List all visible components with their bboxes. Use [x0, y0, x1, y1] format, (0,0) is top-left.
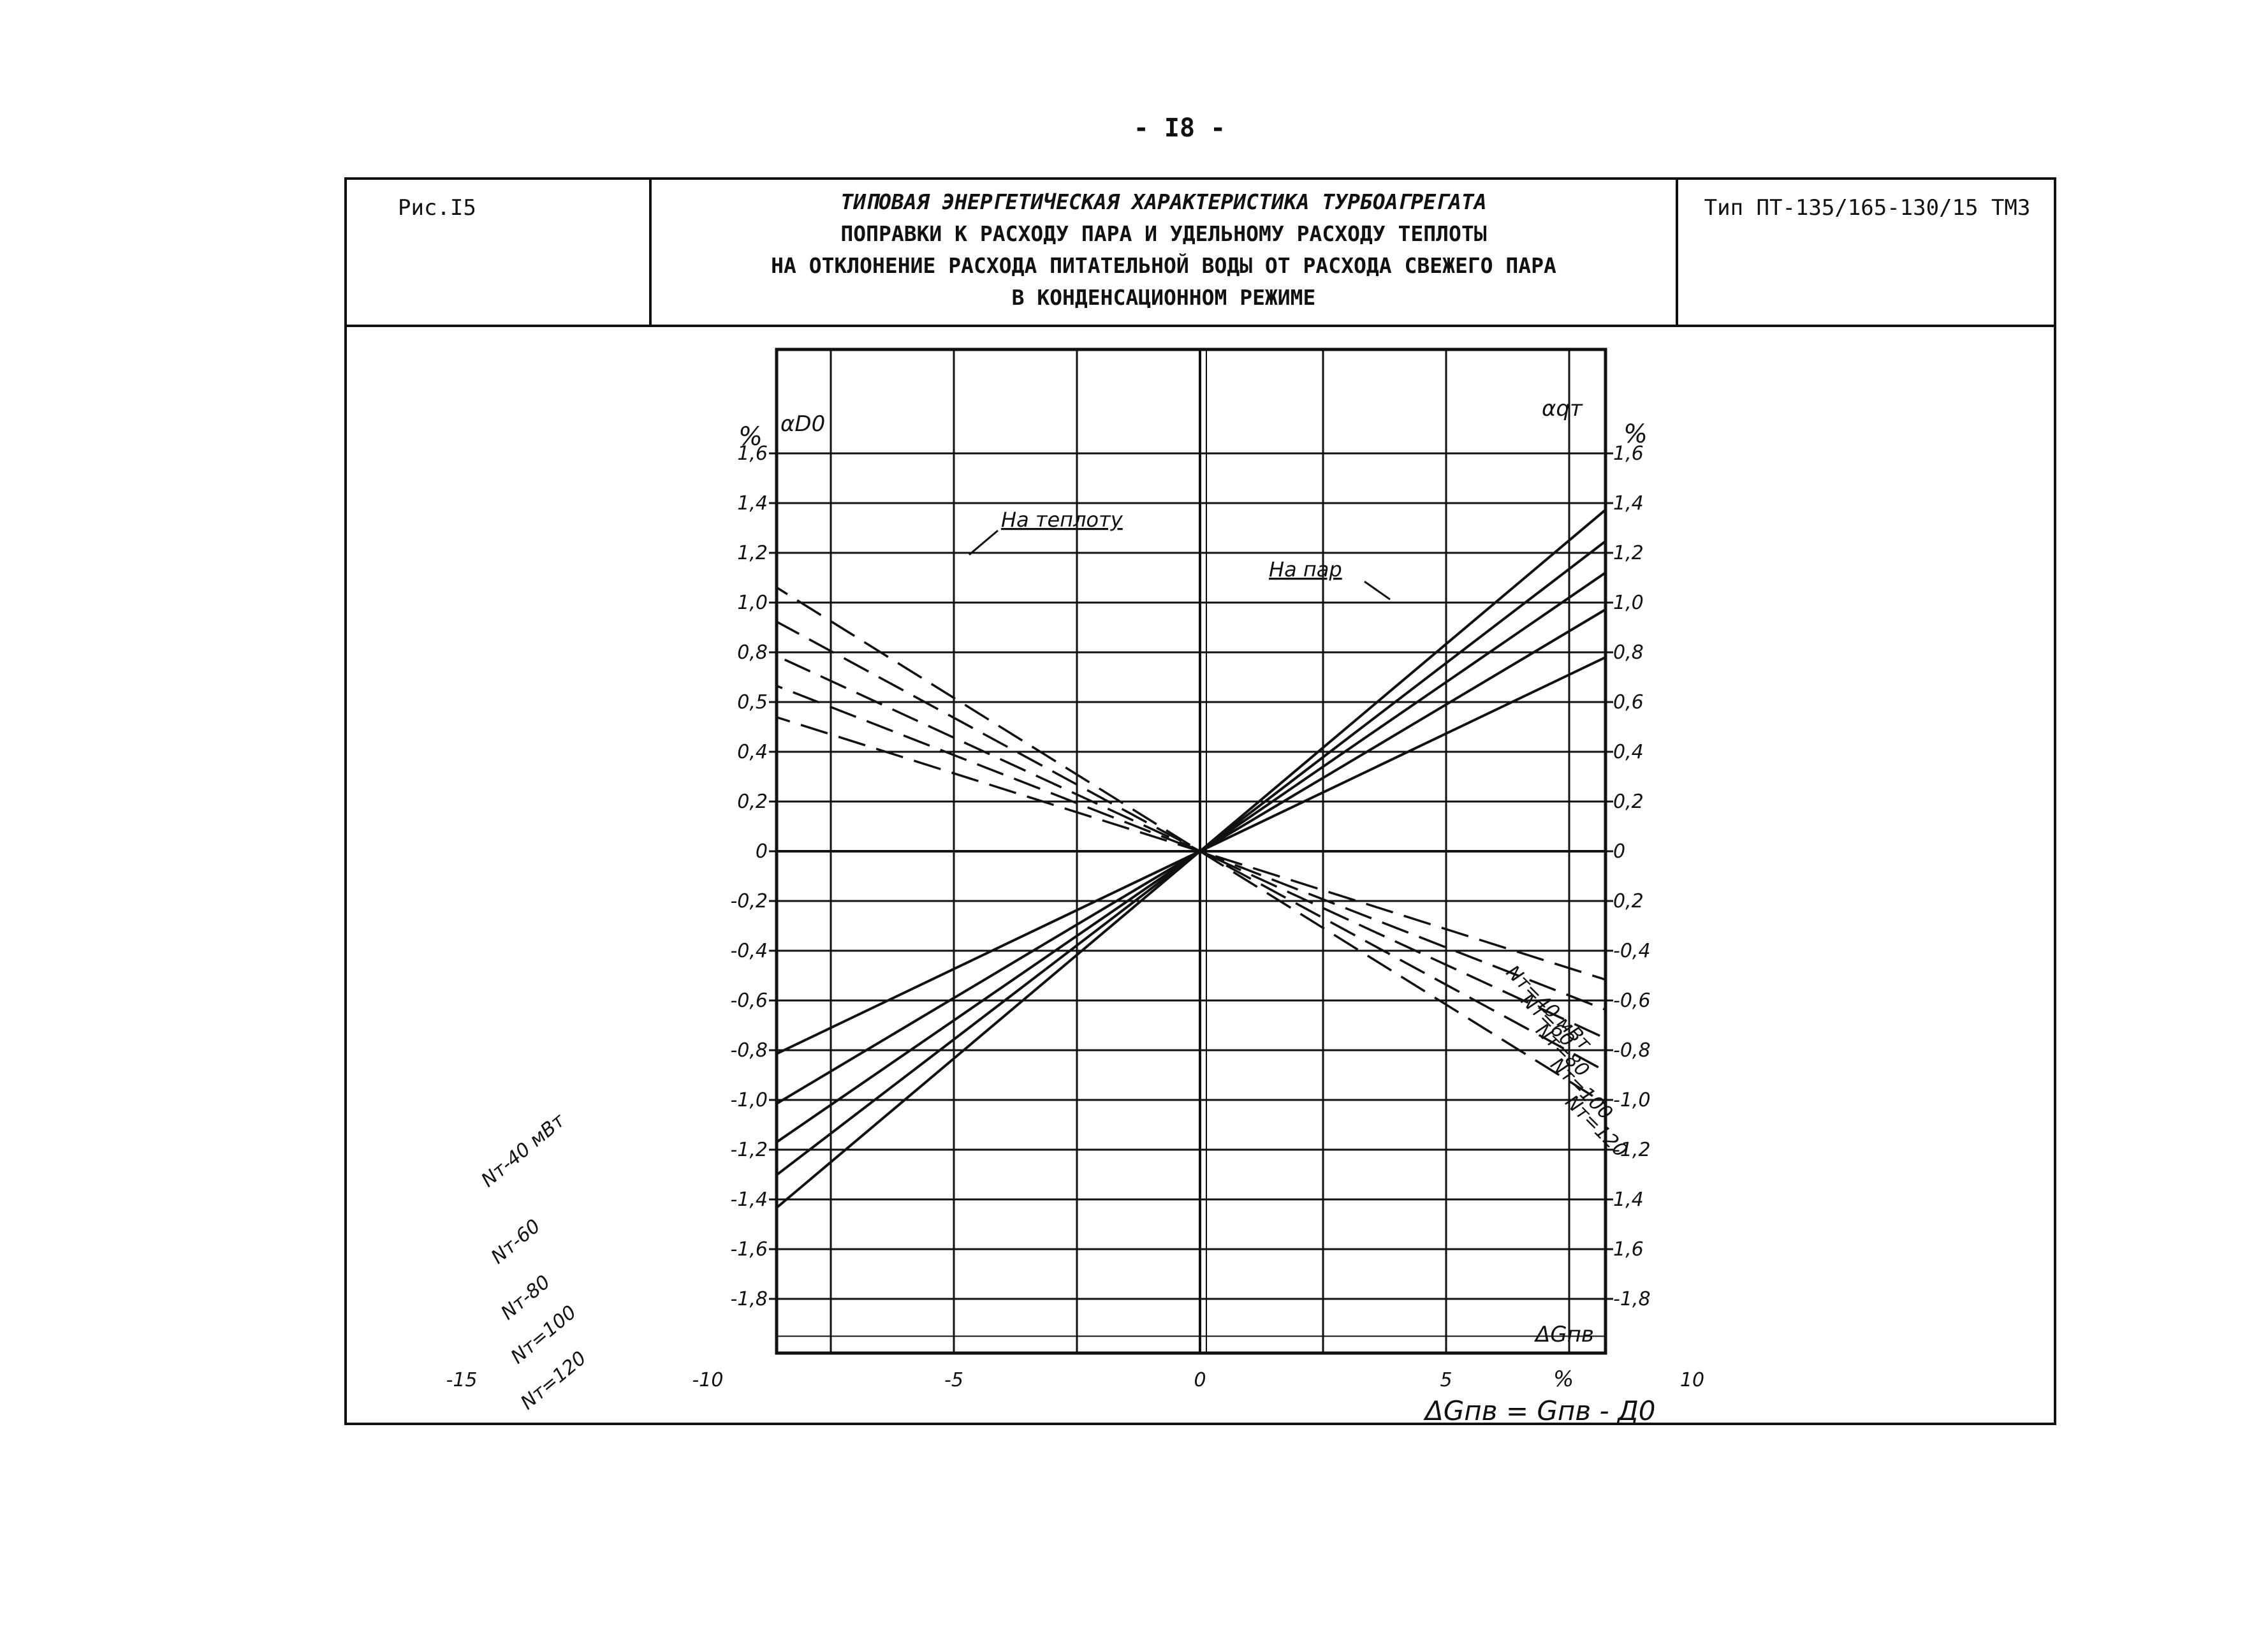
- left-axis-unit: %: [738, 422, 763, 451]
- left-y-tick-label: 0,5: [737, 691, 768, 714]
- heat-annotation-leader: [969, 529, 999, 556]
- left-y-tick-label: 0,2: [737, 791, 768, 813]
- right-y-tick-label: 0,4: [1613, 741, 1644, 763]
- left-y-tick-label: 1,6: [737, 443, 768, 465]
- left-y-tick-label: 1,2: [737, 542, 768, 564]
- right-y-tick-label: 1,6: [1613, 443, 1644, 465]
- steam-series-label: Nт-40 мВт: [477, 1109, 570, 1192]
- chart-series: [777, 508, 1606, 1210]
- right-y-tick-label: 1,4: [1613, 1189, 1644, 1211]
- title-line-3: НА ОТКЛОНЕНИЕ РАСХОДА ПИТАТЕЛЬНОЙ ВОДЫ О…: [771, 253, 1556, 278]
- steam-series-label: Nт-60: [487, 1215, 545, 1268]
- figure-label: Рис.I5: [398, 195, 476, 221]
- left-y-tick-label: -1,2: [730, 1139, 768, 1161]
- right-y-tick-label: -1,2: [1613, 1139, 1651, 1161]
- right-y-tick-label: 1,6: [1613, 1238, 1644, 1261]
- right-y-tick-label: 0,2: [1613, 791, 1644, 813]
- chart-grid: [769, 348, 1613, 1355]
- steam-annotation: На пар: [1269, 557, 1342, 582]
- title-line-4: В КОНДЕНСАЦИОННОМ РЕЖИМЕ: [1011, 285, 1316, 310]
- left-y-tick-label: -1,6: [730, 1238, 768, 1261]
- right-y-tick-label: -1,0: [1613, 1089, 1651, 1111]
- right-y-tick-label: 1,4: [1613, 492, 1644, 515]
- left-axis-symbol: αD0: [780, 411, 825, 437]
- right-y-tick-label: 1,2: [1613, 542, 1644, 564]
- left-y-tick-label: -0,8: [730, 1039, 768, 1062]
- left-y-tick-label: 0: [756, 840, 768, 863]
- title-block: Рис.I5 ТИПОВАЯ ЭНЕРГЕТИЧЕСКАЯ ХАРАКТЕРИС…: [347, 180, 2054, 327]
- x-tick-label: -10: [692, 1369, 724, 1391]
- right-y-tick-label: 0,6: [1613, 691, 1644, 714]
- right-y-tick-label: -0,4: [1613, 940, 1651, 962]
- x-tick-label: 0: [1194, 1369, 1206, 1391]
- left-y-tick-label: 0,4: [737, 741, 768, 763]
- right-y-tick-label: -1,8: [1613, 1288, 1651, 1310]
- right-axis-symbol: αqт: [1542, 396, 1583, 421]
- right-y-tick-label: 0: [1613, 840, 1625, 863]
- x-axis-unit: %: [1553, 1366, 1574, 1392]
- page-number: - I8 -: [1133, 114, 1226, 143]
- title-line-2: ПОПРАВКИ К РАСХОДУ ПАРА И УДЕЛЬНОМУ РАСХ…: [840, 221, 1487, 246]
- figure-frame: Рис.I5 ТИПОВАЯ ЭНЕРГЕТИЧЕСКАЯ ХАРАКТЕРИС…: [344, 177, 2056, 1425]
- x-tick-label: -5: [944, 1369, 963, 1391]
- left-y-tick-label: -0,2: [730, 890, 768, 912]
- right-y-tick-label: -0,6: [1613, 990, 1651, 1012]
- left-y-tick-label: 1,0: [737, 592, 768, 614]
- left-y-tick-label: 0,8: [737, 641, 768, 664]
- left-y-tick-label: 1,4: [737, 492, 768, 515]
- x-tick-label: 10: [1680, 1369, 1704, 1391]
- steam-series-label: Nт-80: [497, 1271, 555, 1324]
- left-y-tick-label: -1,8: [730, 1288, 768, 1310]
- heat-correction-line: [777, 586, 1606, 1106]
- left-y-tick-label: -1,0: [730, 1089, 768, 1111]
- x-axis-symbol: ΔGпв: [1533, 1322, 1594, 1347]
- left-y-tick-label: -0,6: [730, 990, 768, 1012]
- type-cell: Тип ПТ-135/165-130/15 ТМЗ: [1678, 180, 2056, 325]
- right-y-tick-label: 0,8: [1613, 641, 1644, 664]
- title-cell: ТИПОВАЯ ЭНЕРГЕТИЧЕСКАЯ ХАРАКТЕРИСТИКА ТУ…: [652, 180, 1678, 325]
- right-y-tick-label: 1,0: [1613, 592, 1644, 614]
- right-y-tick-label: -0,8: [1613, 1039, 1651, 1062]
- steam-annotation-leader: [1364, 580, 1391, 601]
- left-y-tick-label: -1,4: [730, 1189, 768, 1211]
- left-y-tick-label: -0,4: [730, 940, 768, 962]
- x-axis-formula: ΔGпв = Gпв - Д0: [1423, 1395, 1656, 1426]
- x-tick-label: -15: [446, 1369, 478, 1391]
- x-tick-label: 5: [1440, 1369, 1452, 1391]
- figure-label-cell: Рис.I5: [347, 180, 652, 325]
- heat-annotation: На теплоту: [1001, 508, 1123, 532]
- right-y-tick-label: 0,2: [1613, 890, 1644, 912]
- turbine-type-label: Тип ПТ-135/165-130/15 ТМЗ: [1704, 195, 2031, 221]
- right-axis-unit: %: [1623, 420, 1648, 449]
- title-line-1: ТИПОВАЯ ЭНЕРГЕТИЧЕСКАЯ ХАРАКТЕРИСТИКА ТУ…: [840, 189, 1487, 214]
